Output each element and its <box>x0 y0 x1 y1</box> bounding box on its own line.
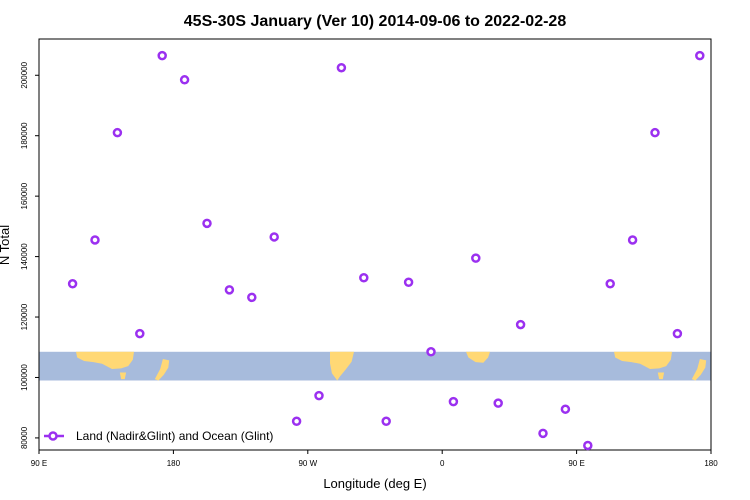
y-tick-label: 140000 <box>20 243 29 270</box>
y-tick-label: 80000 <box>20 426 29 449</box>
data-point <box>583 440 593 451</box>
data-point <box>135 328 145 339</box>
x-tick-label: 180 <box>167 459 181 468</box>
data-point <box>381 416 391 427</box>
data-point <box>336 62 347 73</box>
ocean-band <box>39 351 711 381</box>
legend: Land (Nadir&Glint) and Ocean (Glint) <box>44 429 273 443</box>
data-point <box>471 253 481 263</box>
data-point <box>695 50 705 61</box>
data-point <box>90 235 100 245</box>
world-map-band <box>39 351 711 381</box>
data-point <box>247 292 257 303</box>
land-south-america <box>330 351 354 381</box>
legend-marker-swatch <box>48 431 58 441</box>
y-tick-label: 200000 <box>20 61 29 88</box>
y-tick-label: 180000 <box>20 122 29 149</box>
data-point <box>605 279 615 289</box>
x-tick-label: 90 E <box>31 459 47 468</box>
land-south-africa <box>466 351 490 363</box>
land-new-zealand <box>154 359 170 381</box>
data-point <box>269 232 279 242</box>
data-point <box>448 396 459 407</box>
data-point <box>403 277 414 288</box>
data-point <box>515 319 526 330</box>
x-tick-label: 180 <box>704 459 718 468</box>
land-tasmania <box>119 372 127 380</box>
x-axis-label: Longitude (deg E) <box>323 476 426 491</box>
x-tick-label: 90 W <box>298 459 317 468</box>
land-new-zealand-repeat <box>691 359 707 381</box>
land-australia-repeat <box>614 351 672 369</box>
data-point <box>67 279 78 289</box>
y-tick-label: 120000 <box>20 303 29 330</box>
chart-title: 45S-30S January (Ver 10) 2014-09-06 to 2… <box>184 13 567 30</box>
x-axis: 90 E 180 90 W 0 90 E 180 <box>31 450 718 468</box>
data-point <box>627 235 638 245</box>
data-point <box>672 328 683 339</box>
data-point <box>224 285 235 295</box>
y-tick-label: 160000 <box>20 182 29 209</box>
x-tick-label: 0 <box>440 459 445 468</box>
data-point <box>179 75 190 85</box>
data-point <box>112 127 123 138</box>
data-point <box>650 127 660 138</box>
data-points <box>67 50 705 451</box>
data-point <box>560 404 571 414</box>
data-point <box>202 218 212 229</box>
data-point <box>291 416 302 427</box>
plot-area-frame <box>38 38 712 451</box>
data-point <box>538 428 548 439</box>
data-point <box>426 347 436 357</box>
data-point <box>314 390 324 401</box>
data-point <box>157 50 167 61</box>
y-axis: 80000 100000 120000 140000 160000 180000 20000… <box>20 61 39 449</box>
x-tick-label: 90 E <box>568 459 584 468</box>
land-australia <box>76 351 134 369</box>
y-tick-label: 100000 <box>20 364 29 391</box>
legend-label: Land (Nadir&Glint) and Ocean (Glint) <box>76 429 273 443</box>
data-point <box>359 272 369 283</box>
data-point <box>493 398 503 408</box>
land-tasmania-repeat <box>657 372 665 380</box>
y-axis-label: N Total <box>0 225 12 265</box>
